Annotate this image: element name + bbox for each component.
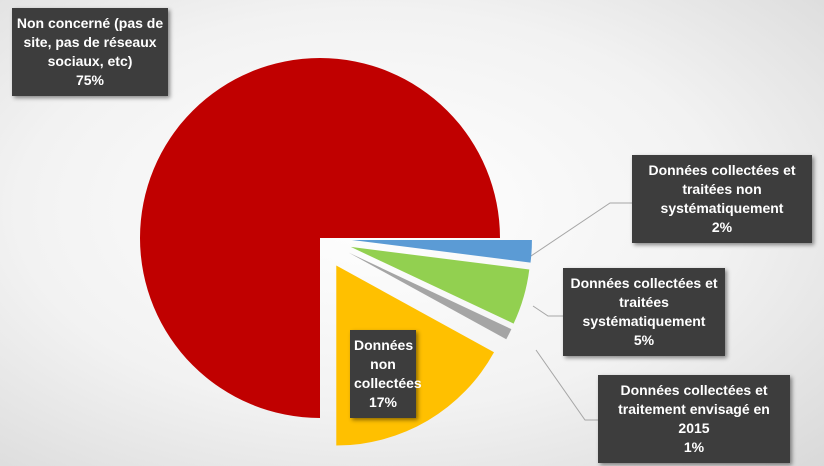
pie-slice (348, 252, 512, 340)
label-value: 1% (683, 439, 705, 455)
pie-slice (350, 246, 530, 324)
label-value: 5% (633, 332, 655, 348)
pie-slice (140, 58, 500, 418)
label-value: 2% (711, 219, 733, 235)
leader-line (527, 202, 632, 259)
label-category: Données collectées et traitées non systé… (648, 162, 796, 216)
leader-line (532, 305, 563, 317)
label-category: Données collectées et traitement envisag… (618, 382, 770, 436)
label-category: Données non collectées (354, 337, 422, 391)
label-value: 75% (75, 72, 105, 88)
label-category: Non concerné (pas de site, pas de réseau… (16, 15, 164, 69)
data-label: Non concerné (pas de site, pas de réseau… (12, 8, 168, 96)
label-category: Données collectées et traitées systémati… (570, 275, 718, 329)
leader-line (535, 349, 598, 421)
leaders (527, 202, 632, 421)
data-label: Données non collectées 17% (350, 330, 422, 418)
label-value: 17% (368, 394, 398, 410)
data-label: Données collectées et traitées non systé… (632, 155, 812, 243)
data-label: Données collectées et traitement envisag… (598, 375, 790, 463)
pie-slice (351, 240, 532, 263)
data-label: Données collectées et traitées systémati… (563, 268, 725, 356)
